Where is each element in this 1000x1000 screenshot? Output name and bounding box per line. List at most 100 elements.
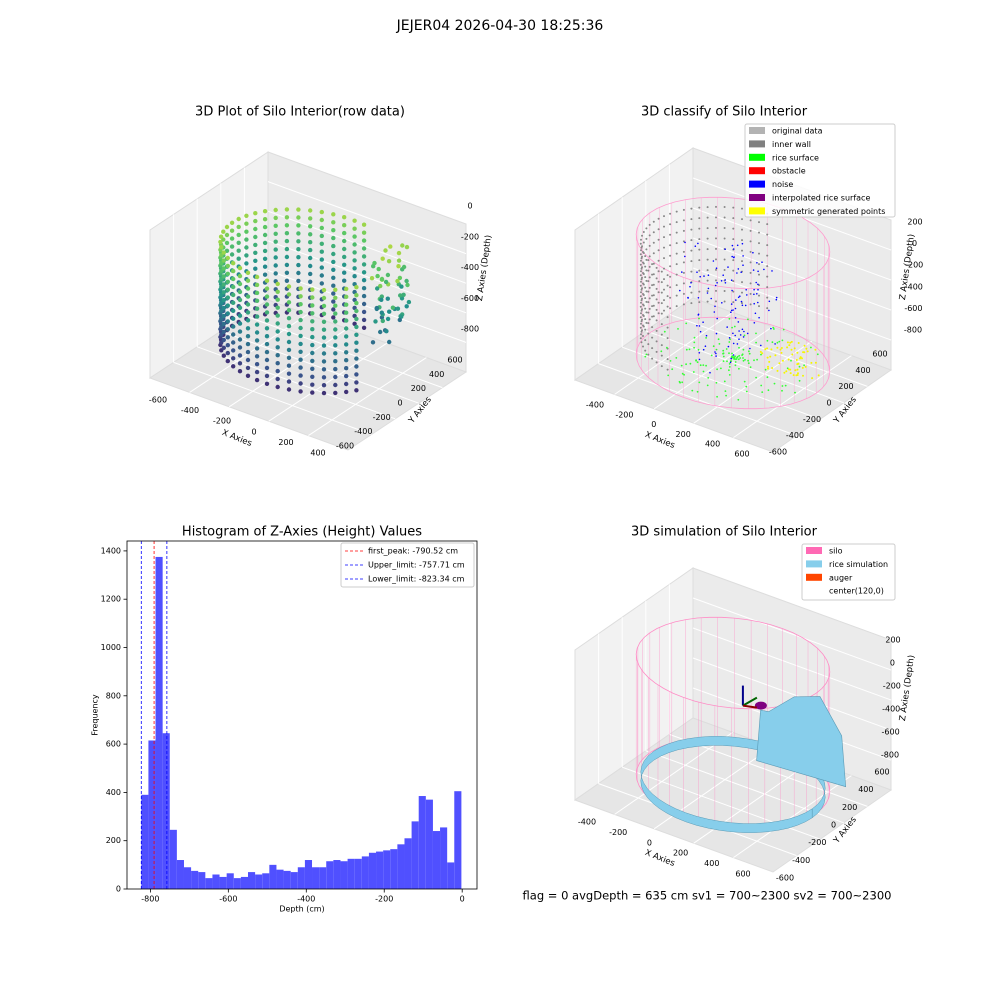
decor-point [237,273,243,279]
decor-point [286,300,292,305]
decor-point [723,300,726,303]
decor-point [310,287,315,292]
pane-grid [244,315,443,389]
decor-point [785,370,788,373]
decor-point [262,264,268,269]
tick-label: 600 [447,356,462,365]
decor-point [231,261,236,266]
decor-point [697,297,700,299]
decor-point [766,376,769,379]
decor-point [354,332,359,337]
decor-point [321,295,327,301]
decor-point [742,357,744,359]
decor-point [732,332,734,335]
decor-point [648,244,651,247]
decor-point [696,390,699,393]
decor-point [693,346,695,349]
tick-label: -600 [904,304,922,313]
decor-point [648,318,651,321]
decor-point [644,255,647,258]
decor-point [254,330,260,335]
decor-point [695,359,697,362]
bar [368,852,377,889]
tick-label: -400 [578,818,596,827]
decor-point [741,328,744,331]
pane-floor [573,297,893,453]
decor-point [333,335,338,340]
decor-point [245,326,251,331]
decor-point [361,278,367,283]
bar [269,864,277,889]
decor-point [725,394,727,397]
decor-point [237,369,243,374]
decor-point [286,347,292,353]
decor-point [652,294,655,297]
decor-point [642,293,644,295]
decor-point [663,278,665,281]
decor-point [331,307,336,312]
decor-point [732,238,735,241]
legend-label: rice simulation [829,560,888,569]
decor-point [253,266,258,271]
decor-point [254,362,260,367]
decor-point [715,267,718,270]
legend-label: original data [772,127,823,136]
decor-point [376,266,381,272]
decor-point [660,281,663,284]
pane-grid [220,330,419,404]
decor-point [369,276,375,281]
decor-point [749,219,752,222]
decor-point [264,357,270,363]
decor-point [728,337,731,339]
legend-swatch [749,180,765,188]
decor-point [640,341,643,344]
bar [383,850,391,889]
decor-point [669,254,672,257]
decor-point [675,252,678,255]
decor-point [768,360,771,363]
decor-point [716,395,718,398]
decor-point [717,338,720,341]
rice-mound [756,696,847,788]
decor-point [660,323,663,326]
decor-point [682,271,685,274]
decor-point [390,305,396,310]
decor-point [321,390,327,396]
bar [340,861,348,889]
decor-point [715,348,718,351]
decor-point [675,231,678,234]
decor-point [749,271,752,274]
decor-point [723,216,726,219]
decor-point [689,285,691,288]
decor-point [344,294,349,299]
bar [411,821,419,889]
decor-point [342,246,347,252]
decor-point [739,357,742,359]
decor-point [298,286,303,291]
decor-point [766,347,769,350]
decor-point [219,245,224,250]
decor-point [698,238,701,241]
decor-point [753,302,755,305]
decor-point [784,384,787,387]
decor-point [231,300,236,305]
legend-label: first_peak: -790.52 cm [368,547,458,556]
tick-label: -600 [336,442,354,451]
tick-label: 600 [735,870,750,879]
decor-point [253,258,258,263]
decor-point [690,302,693,305]
decor-point [237,289,243,295]
decor-point [655,361,658,364]
bar [376,851,384,889]
decor-point [797,342,800,344]
pane-grid [669,733,868,807]
decor-point [709,371,711,374]
decor-point [286,379,292,384]
decor-point [699,330,702,333]
decor-point [379,276,385,282]
decor-point [734,364,737,367]
tick-label: -200 [808,838,826,847]
decor-point [734,307,737,310]
decor-point [696,271,698,274]
pane-grid [669,313,868,387]
